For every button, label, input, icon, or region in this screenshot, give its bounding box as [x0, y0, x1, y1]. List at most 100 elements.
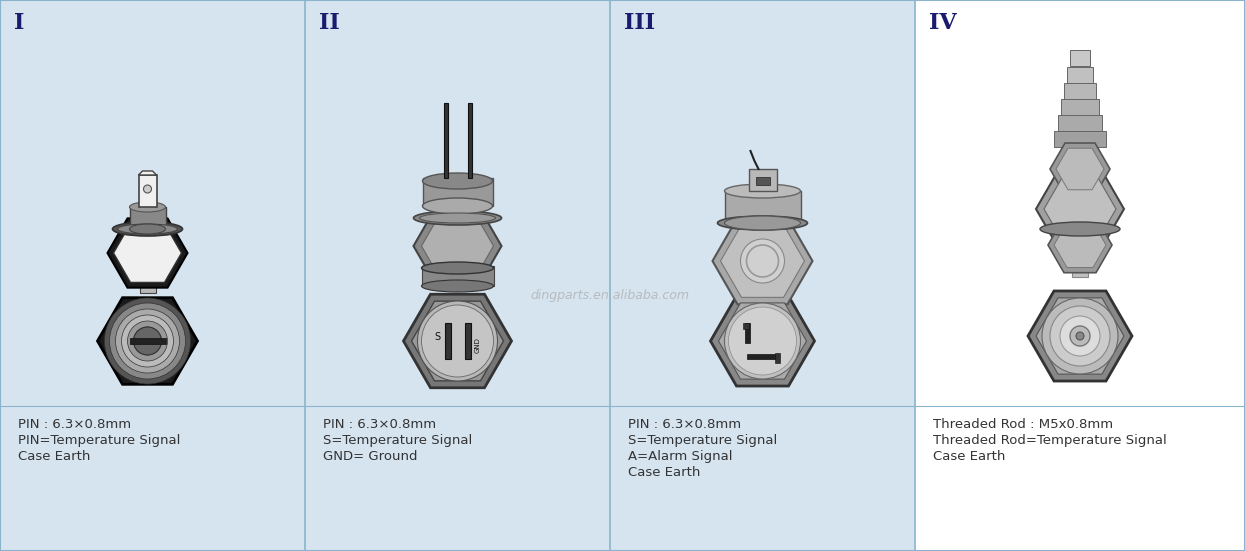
Text: PIN : 6.3×0.8mm: PIN : 6.3×0.8mm — [322, 418, 436, 431]
Bar — [468, 103, 472, 178]
Polygon shape — [712, 218, 813, 304]
Circle shape — [133, 327, 162, 355]
Bar — [1072, 245, 1088, 277]
Ellipse shape — [422, 173, 493, 189]
Ellipse shape — [717, 216, 808, 230]
Bar — [305, 0, 610, 551]
Text: S=Temperature Signal: S=Temperature Signal — [627, 434, 777, 447]
Ellipse shape — [1040, 222, 1120, 236]
Text: PIN : 6.3×0.8mm: PIN : 6.3×0.8mm — [17, 418, 131, 431]
Text: dingparts.en.alibaba.com: dingparts.en.alibaba.com — [530, 289, 690, 302]
Bar — [1064, 83, 1096, 99]
Ellipse shape — [129, 202, 166, 212]
Polygon shape — [1048, 217, 1112, 273]
Ellipse shape — [420, 213, 496, 223]
Polygon shape — [1036, 171, 1124, 247]
Circle shape — [1076, 332, 1084, 340]
Text: PIN : 6.3×0.8mm: PIN : 6.3×0.8mm — [627, 418, 741, 431]
Bar — [747, 354, 778, 359]
Bar — [725, 191, 801, 223]
Bar — [1058, 115, 1102, 131]
Bar — [422, 178, 493, 206]
Bar — [0, 0, 305, 551]
Bar — [443, 103, 447, 178]
Bar — [139, 265, 156, 293]
Ellipse shape — [725, 184, 801, 198]
Bar — [774, 353, 779, 363]
Circle shape — [1050, 306, 1111, 366]
Circle shape — [1059, 316, 1101, 356]
Circle shape — [741, 239, 784, 283]
Polygon shape — [1056, 148, 1104, 190]
Ellipse shape — [422, 280, 493, 292]
Circle shape — [143, 185, 152, 193]
Polygon shape — [422, 215, 493, 277]
Text: I: I — [14, 12, 25, 34]
Bar — [129, 338, 166, 344]
Polygon shape — [721, 225, 804, 298]
Circle shape — [1042, 298, 1118, 374]
Text: GND= Ground: GND= Ground — [322, 450, 417, 463]
Circle shape — [728, 307, 797, 375]
Circle shape — [417, 301, 498, 381]
Bar — [464, 323, 471, 359]
Circle shape — [116, 309, 179, 373]
Polygon shape — [1036, 298, 1124, 374]
Circle shape — [422, 305, 493, 377]
Polygon shape — [711, 296, 814, 386]
Ellipse shape — [422, 262, 493, 274]
Bar — [129, 207, 166, 229]
Ellipse shape — [725, 216, 801, 230]
Polygon shape — [138, 171, 157, 175]
Text: Threaded Rod : M5x0.8mm: Threaded Rod : M5x0.8mm — [933, 418, 1113, 431]
Ellipse shape — [117, 224, 178, 234]
Bar — [756, 177, 769, 185]
Bar — [444, 323, 451, 359]
Ellipse shape — [112, 222, 183, 236]
Text: II: II — [319, 12, 340, 34]
Bar — [745, 323, 749, 343]
Ellipse shape — [413, 211, 502, 225]
Circle shape — [105, 298, 190, 384]
Bar — [422, 266, 493, 286]
Circle shape — [122, 315, 173, 367]
Circle shape — [127, 321, 168, 361]
Circle shape — [1069, 326, 1091, 346]
Polygon shape — [403, 294, 512, 388]
Bar — [610, 0, 915, 551]
Text: Case Earth: Case Earth — [933, 450, 1006, 463]
Polygon shape — [413, 208, 502, 284]
Bar — [753, 277, 772, 299]
Polygon shape — [1055, 223, 1106, 268]
Ellipse shape — [129, 224, 166, 234]
Polygon shape — [1050, 143, 1111, 195]
Polygon shape — [97, 298, 198, 384]
Circle shape — [110, 303, 186, 379]
Polygon shape — [113, 224, 182, 283]
Bar — [1069, 50, 1091, 66]
Text: PIN=Temperature Signal: PIN=Temperature Signal — [17, 434, 181, 447]
Text: Case Earth: Case Earth — [627, 466, 701, 479]
Bar — [742, 323, 748, 329]
Text: GND: GND — [474, 337, 481, 353]
Text: S=Temperature Signal: S=Temperature Signal — [322, 434, 472, 447]
Circle shape — [725, 303, 801, 379]
Text: III: III — [624, 12, 655, 34]
Bar — [748, 169, 777, 191]
Bar — [1067, 67, 1093, 83]
Text: IV: IV — [929, 12, 956, 34]
Polygon shape — [1028, 291, 1132, 381]
Ellipse shape — [422, 198, 493, 214]
Text: Case Earth: Case Earth — [17, 450, 91, 463]
Bar — [138, 175, 157, 207]
Circle shape — [133, 327, 162, 355]
Polygon shape — [718, 303, 807, 379]
Bar — [915, 0, 1245, 551]
Text: A=Alarm Signal: A=Alarm Signal — [627, 450, 732, 463]
Text: Threaded Rod=Temperature Signal: Threaded Rod=Temperature Signal — [933, 434, 1167, 447]
Polygon shape — [1045, 178, 1116, 240]
Polygon shape — [412, 301, 503, 381]
Bar — [1061, 99, 1099, 115]
Text: S: S — [435, 332, 441, 342]
Polygon shape — [107, 218, 188, 288]
